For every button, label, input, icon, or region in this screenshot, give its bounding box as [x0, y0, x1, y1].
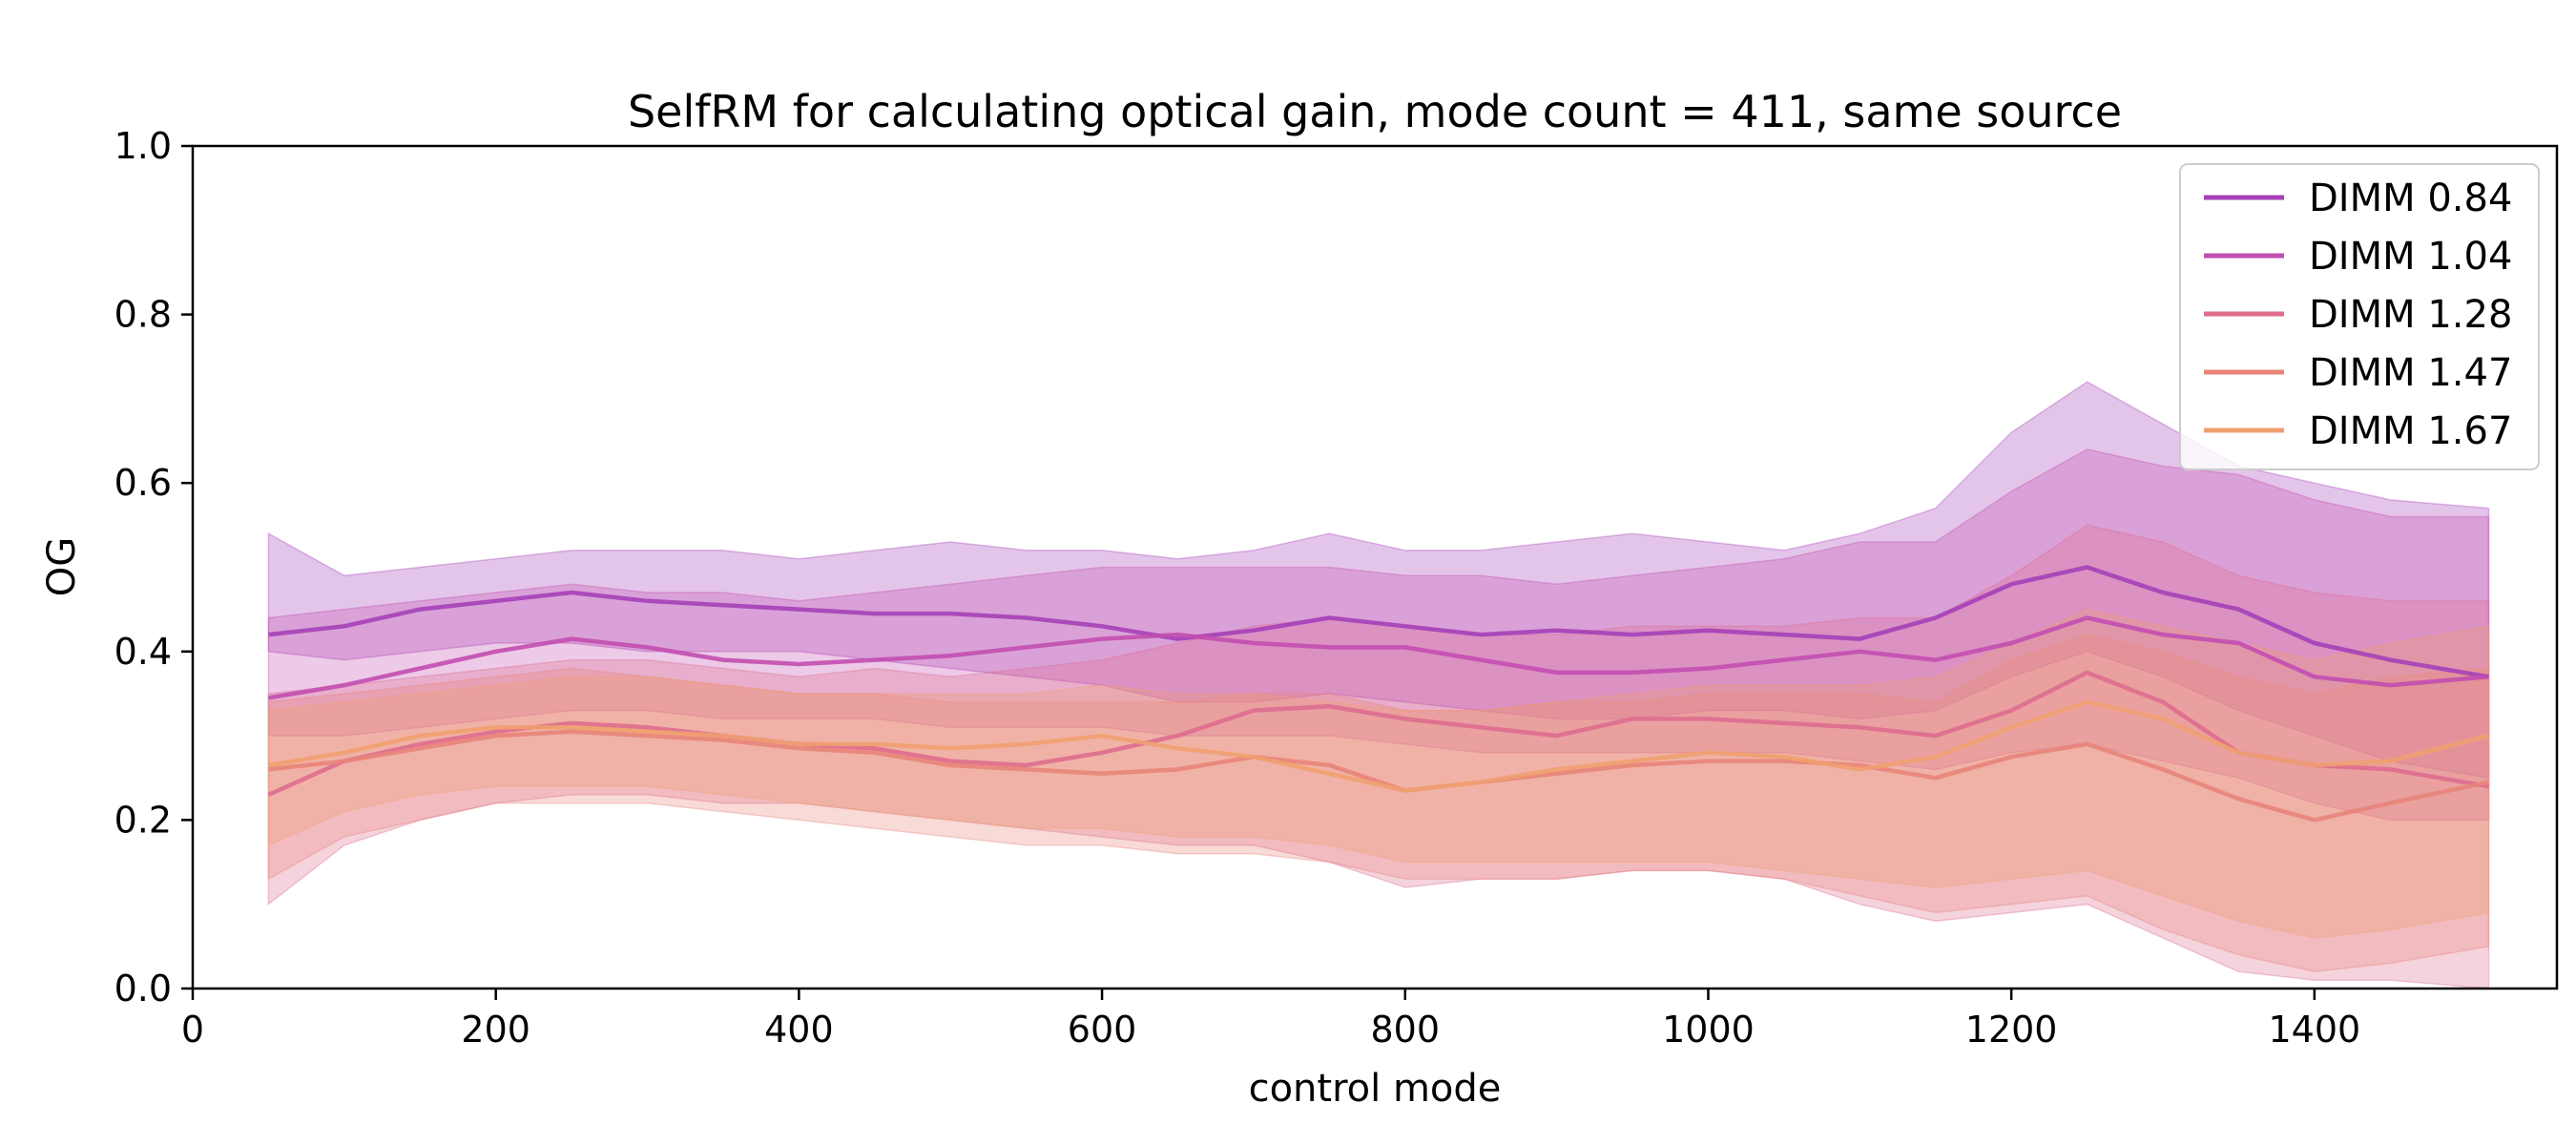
legend-label-1: DIMM 0.84 [2309, 177, 2512, 220]
legend: DIMM 0.84 DIMM 1.04 DIMM 1.28 DIMM 1.47 DIMM… [2179, 163, 2540, 470]
line-series-1 [268, 565, 2489, 679]
x-tick-label: 200 [461, 1009, 530, 1051]
legend-label-2: DIMM 1.04 [2309, 235, 2512, 279]
plot-frame [191, 144, 2559, 990]
y-tick-label: 1.0 [114, 125, 172, 167]
series-lines [267, 565, 2490, 822]
x-tick-label: 1200 [1965, 1009, 2058, 1051]
band-series-3 [267, 524, 2490, 989]
band-series-5 [267, 608, 2490, 939]
x-tick-label: 800 [1371, 1009, 1441, 1051]
y-tick-label: 0.0 [114, 968, 172, 1010]
confidence-bands [267, 381, 2490, 989]
x-axis: 0 200 400 600 800 1000 1200 1400 [181, 989, 2360, 1051]
y-axis: 0.0 0.2 0.4 0.6 0.8 1.0 [114, 125, 193, 1010]
x-axis-label: control mode [1249, 1067, 1502, 1111]
line-series-2 [268, 615, 2489, 700]
x-tick-label: 1000 [1662, 1009, 1755, 1051]
y-tick-label: 0.2 [114, 799, 172, 841]
x-tick-label: 400 [764, 1009, 834, 1051]
x-tick-label: 600 [1068, 1009, 1137, 1051]
band-series-1 [267, 381, 2490, 780]
y-tick-label: 0.4 [114, 631, 172, 673]
legend-label-5: DIMM 1.67 [2309, 409, 2512, 453]
y-tick-label: 0.6 [114, 462, 172, 504]
band-series-4 [267, 634, 2490, 973]
line-series-5 [268, 699, 2490, 793]
band-series-2 [267, 448, 2490, 822]
line-series-3 [267, 670, 2489, 797]
legend-label-4: DIMM 1.47 [2309, 351, 2512, 395]
x-tick-label: 0 [181, 1009, 204, 1051]
line-series-4 [268, 729, 2489, 822]
x-tick-label: 1400 [2268, 1009, 2360, 1051]
y-tick-label: 0.8 [114, 294, 172, 336]
y-axis-label: OG [40, 537, 84, 596]
legend-box [2179, 163, 2540, 470]
chart-title: SelfRM for calculating optical gain, mod… [628, 86, 2122, 137]
legend-label-3: DIMM 1.28 [2309, 293, 2512, 337]
